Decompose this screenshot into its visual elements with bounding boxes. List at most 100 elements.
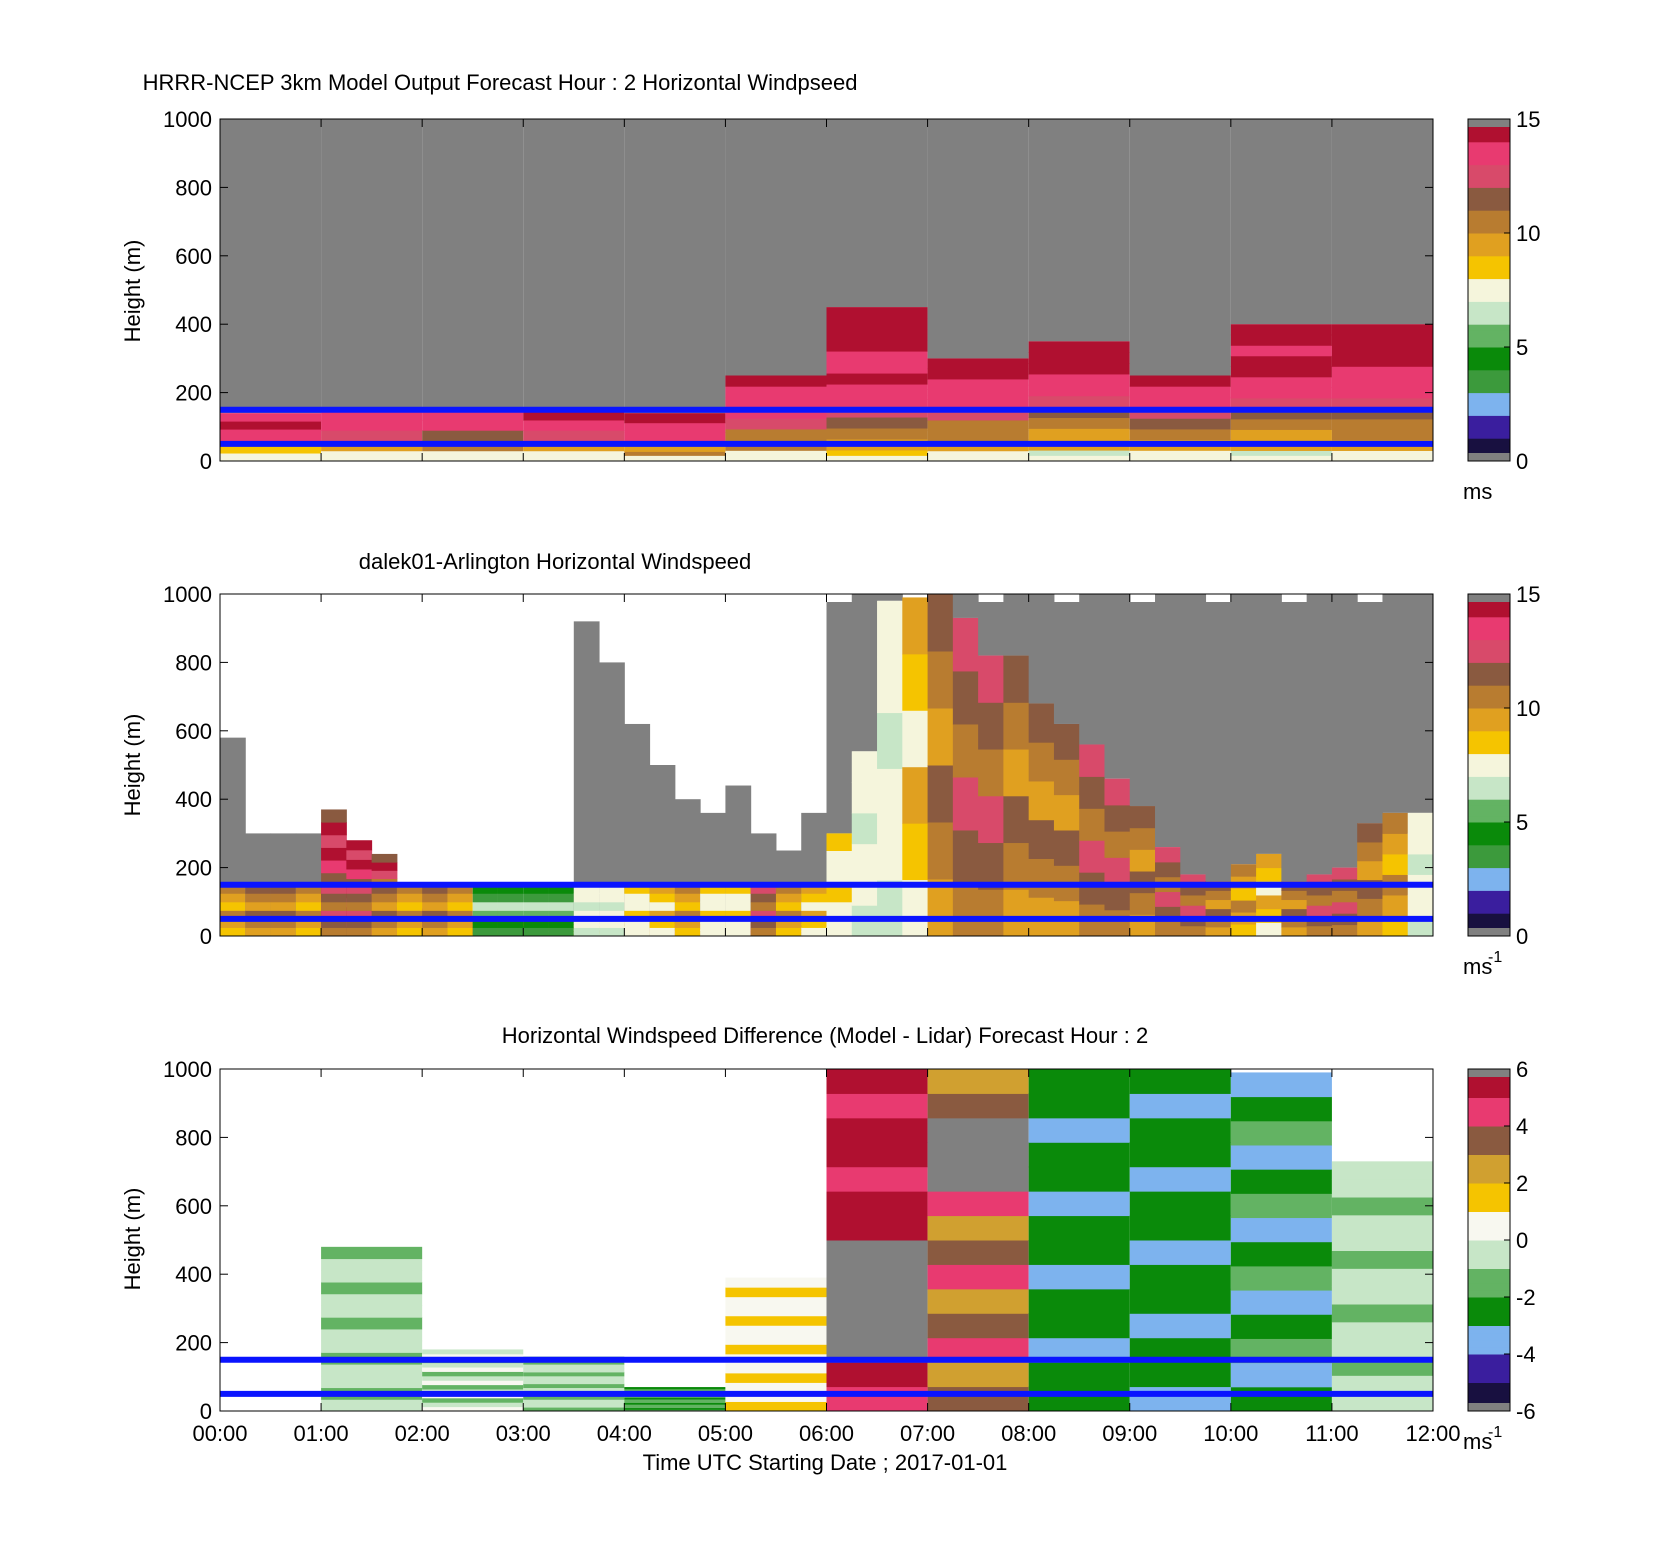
heatmap-cell [649, 884, 676, 894]
heatmap-cell [472, 910, 499, 920]
panel-title: HRRR-NCEP 3km Model Output Forecast Hour… [143, 70, 858, 95]
heatmap-cell [472, 594, 499, 916]
heatmap-cell [927, 1093, 1029, 1119]
heatmap-cell [1129, 1191, 1231, 1217]
heatmap-cell [1306, 874, 1333, 886]
heatmap-cell [548, 594, 575, 923]
heatmap-cell [624, 1405, 726, 1409]
colorbar-tick-label: 6 [1516, 1057, 1528, 1082]
heatmap-cell [1129, 602, 1156, 807]
colorbar-segment [1468, 409, 1510, 416]
heatmap-cell [725, 1344, 827, 1355]
heatmap-cell [902, 710, 929, 768]
colorbar-unit: ms [1463, 954, 1492, 979]
y-tick-label: 600 [175, 244, 212, 269]
colorbar-segment [1468, 352, 1510, 359]
y-axis: 0 200 400 600 800 1000 [163, 582, 1433, 949]
colorbar-segment [1468, 1168, 1510, 1177]
heatmap-cell [245, 927, 272, 937]
x-axis [219, 119, 1434, 461]
heatmap-cell [1079, 840, 1105, 873]
heatmap-cell [1129, 396, 1231, 409]
heatmap-cell [877, 712, 903, 769]
heatmap-cell [1104, 831, 1131, 858]
colorbar-segment [1468, 421, 1510, 428]
heatmap-cell [851, 874, 878, 906]
heatmap-cell [220, 910, 246, 920]
heatmap-cell [599, 927, 625, 937]
heatmap-cell [447, 927, 474, 937]
y-tick-label: 400 [175, 312, 212, 337]
colorbar-segment [1468, 1282, 1510, 1291]
heatmap-cell [674, 918, 701, 928]
heatmap-cell [548, 918, 575, 928]
heatmap-cell [725, 1334, 827, 1345]
heatmap-cells [219, 593, 1434, 937]
colorbar-segment [1468, 301, 1510, 308]
heatmap-cell [725, 927, 752, 937]
heatmap-cell [1003, 749, 1030, 797]
heatmap-cell [245, 884, 272, 894]
heatmap-cell [624, 1397, 726, 1400]
y-axis-label: Height (m) [120, 1188, 145, 1291]
heatmap-cell [775, 910, 802, 920]
heatmap-cell [1129, 1117, 1231, 1143]
colorbar-segment [1468, 1118, 1510, 1127]
heatmap-cell [725, 386, 827, 398]
heatmap-cell [624, 901, 651, 911]
heatmap-cell [1028, 1166, 1130, 1192]
heatmap-cell [826, 119, 928, 308]
heatmap-cell [750, 901, 777, 911]
heatmap-cell [826, 1117, 928, 1143]
colorbar-segment [1468, 238, 1510, 245]
heatmap-cell [346, 901, 373, 911]
heatmap-cell [321, 901, 347, 911]
heatmap-cell [1382, 833, 1409, 855]
heatmap-cell [346, 918, 373, 928]
heatmap-cell [270, 893, 297, 903]
heatmap-cell [1407, 853, 1434, 875]
heatmap-cell [1003, 655, 1030, 703]
colorbar-segment [1468, 255, 1510, 262]
heatmap-cell [1331, 867, 1358, 880]
colorbar-unit-superscript: -1 [1488, 1424, 1502, 1441]
heatmap-cell [472, 918, 499, 928]
heatmap-cell [422, 409, 524, 421]
heatmap-cell [1028, 373, 1130, 386]
heatmap-cell [573, 621, 600, 923]
y-tick-label: 1000 [163, 107, 212, 132]
heatmap-cell [1331, 890, 1358, 903]
heatmap-cell [826, 455, 928, 461]
heatmap-cell [523, 927, 550, 937]
y-axis-label: Height (m) [120, 714, 145, 817]
colorbar-tick-label: 5 [1516, 810, 1528, 835]
colorbar-segment [1468, 928, 1510, 936]
heatmap-cell [674, 884, 701, 894]
heatmap-cell [396, 927, 423, 937]
colorbar-segment [1468, 290, 1510, 297]
heatmap-cell [321, 119, 423, 410]
heatmap-cell [523, 884, 550, 894]
colorbar-segment [1468, 187, 1510, 194]
heatmap-cell [422, 119, 524, 410]
heatmap-cell [346, 927, 373, 937]
heatmap-cell [1129, 849, 1156, 872]
heatmap-cell [1028, 1386, 1130, 1412]
colorbar-segment [1468, 594, 1510, 602]
colorbar-segment [1468, 1375, 1510, 1383]
colorbar-segment [1468, 742, 1510, 749]
heatmap-cell [1281, 917, 1308, 928]
heatmap-cell [826, 850, 853, 869]
colorbar-tick-label: 15 [1516, 582, 1540, 607]
heatmap-cell [1331, 397, 1433, 409]
colorbar-tick-label: 4 [1516, 1114, 1528, 1139]
heatmap-cell [1281, 890, 1308, 901]
heatmap-cell [624, 1404, 726, 1407]
colorbar-segment [1468, 685, 1510, 692]
heatmap-cell [321, 1246, 423, 1260]
colorbar-tick-label: 10 [1516, 221, 1540, 246]
heatmap-cell [1104, 909, 1131, 937]
colorbar-segment [1468, 404, 1510, 411]
heatmap-cell [1129, 1264, 1231, 1290]
heatmap-cell [1230, 888, 1257, 901]
